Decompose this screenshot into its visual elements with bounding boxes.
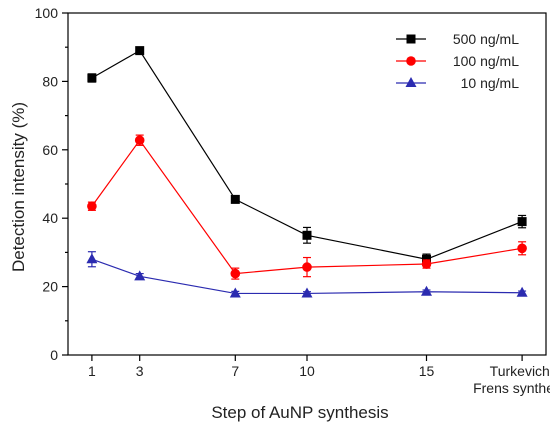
- x-tick-label: 10: [299, 363, 315, 379]
- legend-marker: [405, 77, 417, 87]
- data-point: [86, 253, 98, 264]
- data-point: [516, 286, 528, 297]
- data-point: [134, 135, 145, 146]
- legend-item: 500 ng/mL: [396, 31, 519, 47]
- x-tick-label: Turkevich-Frens synthesis: [473, 363, 550, 396]
- chart-marks: [86, 46, 528, 298]
- legend-item: 10 ng/mL: [396, 75, 519, 91]
- data-point: [230, 194, 240, 204]
- legend: 500 ng/mL 100 ng/mL 10 ng/mL: [396, 31, 519, 91]
- data-point: [302, 262, 312, 272]
- data-point: [301, 287, 313, 298]
- data-point: [517, 217, 527, 227]
- x-tick-label: 15: [419, 363, 435, 379]
- x-axis-title: Step of AuNP synthesis: [211, 403, 388, 422]
- legend-label: 100 ng/mL: [453, 53, 519, 69]
- y-tick-label: 100: [35, 5, 59, 21]
- y-tick-label: 80: [42, 73, 58, 89]
- data-point: [517, 243, 527, 254]
- series-line: [91, 258, 523, 295]
- legend-marker: [406, 56, 416, 66]
- data-point: [302, 230, 312, 240]
- legend-item: 100 ng/mL: [396, 53, 519, 69]
- legend-marker: [406, 34, 416, 44]
- series-line: [91, 49, 523, 260]
- x-tick-label: 1: [88, 363, 96, 379]
- legend-label: 10 ng/mL: [461, 75, 520, 91]
- y-tick-label: 60: [42, 142, 58, 158]
- data-point: [421, 259, 432, 269]
- axes: 0 20 40 60 80 100 1 3 7 10 15 Turkevich-Frens synth…: [35, 5, 550, 396]
- data-point: [87, 201, 97, 212]
- series-line: [91, 139, 523, 275]
- legend-label: 500 ng/mL: [453, 31, 519, 47]
- x-tick-label: 3: [136, 363, 144, 379]
- y-tick-label: 40: [42, 210, 58, 226]
- y-tick-label: 20: [42, 279, 58, 295]
- data-point: [230, 268, 241, 279]
- y-axis-title: Detection intensity (%): [9, 102, 28, 272]
- series-2: [86, 251, 528, 298]
- data-point: [134, 270, 146, 281]
- data-point: [421, 285, 432, 296]
- y-tick-label: 0: [50, 347, 58, 363]
- data-point: [87, 73, 97, 83]
- data-point: [135, 46, 145, 56]
- data-point: [229, 287, 241, 298]
- series-1: [87, 134, 527, 280]
- x-tick-label: 7: [231, 363, 239, 379]
